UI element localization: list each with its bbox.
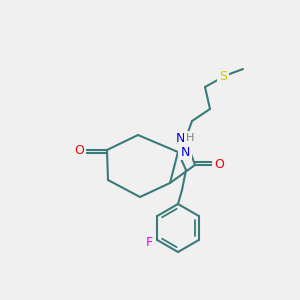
Text: O: O [74,143,84,157]
Text: O: O [214,158,224,172]
Text: N: N [180,146,190,158]
Text: N: N [175,131,185,145]
Text: S: S [219,70,227,83]
Text: F: F [146,236,153,248]
Text: H: H [186,133,194,143]
